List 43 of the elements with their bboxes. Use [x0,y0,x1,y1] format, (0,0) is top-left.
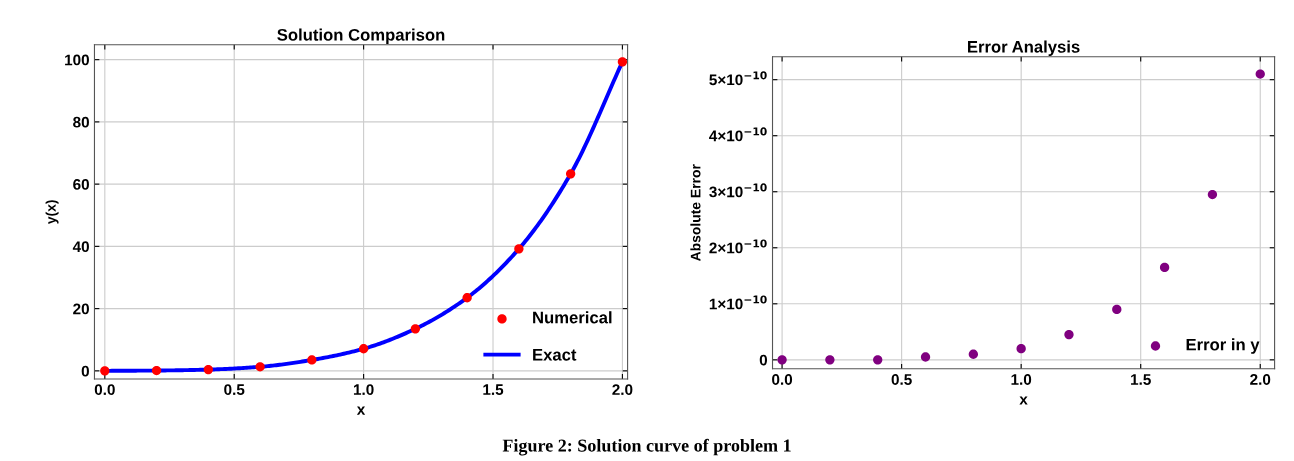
x-tick-label: 1.0 [353,384,374,396]
point [255,362,265,372]
point [100,366,110,376]
point [410,324,421,334]
chart-title: Error Analysis [968,40,1080,56]
x-tick-label: 0.0 [772,374,793,385]
point [462,293,472,303]
legend-label: Numerical [533,311,612,324]
y-tick-label: 80 [73,116,89,128]
x-axis-title: x [356,406,366,415]
point [514,244,524,254]
y-tick-label: 0 [81,365,89,377]
y-axis-title: y(x) [45,200,59,225]
y-tick-label: 40 [72,241,89,253]
y-tick-label: 2×10$^{−10}$ [709,239,767,254]
point [566,169,576,179]
chart-title: Solution Comparison [277,28,445,45]
y-axis-title: Absolute Error [690,164,701,262]
point [151,365,162,376]
x-tick-label: 0.0 [94,384,115,396]
x-tick-label: 1.5 [483,384,504,396]
point [307,355,317,365]
legend-label: Error in y [1186,338,1260,354]
y-tick-label: 4×10$^{−10}$ [709,127,767,142]
point [358,344,369,354]
x-axis-title: x [1019,396,1028,405]
x-tick-label: 0.5 [224,384,245,396]
y-tick-label: 20 [73,303,89,315]
point [203,364,213,375]
x-tick-label: 1.5 [1131,374,1151,385]
y-tick-label: 60 [73,179,89,190]
y-tick-label: 100 [65,54,89,66]
legend-label: Exact [533,349,577,361]
y-tick-label: 0 [759,354,768,366]
x-tick-label: 1.0 [1011,374,1032,385]
caption: Figure 2: Solution curve of problem 1 [502,438,791,456]
point [617,57,628,67]
y-tick-label: 3×10$^{−10}$ [709,183,767,198]
x-tick-label: 0.5 [891,374,912,385]
y-tick-label: 1×10$^{−10}$ [709,295,767,310]
x-tick-label: 2.0 [1250,374,1271,385]
y-tick-label: 5×10$^{−10}$ [709,71,767,86]
x-tick-label: 2.0 [612,384,633,396]
